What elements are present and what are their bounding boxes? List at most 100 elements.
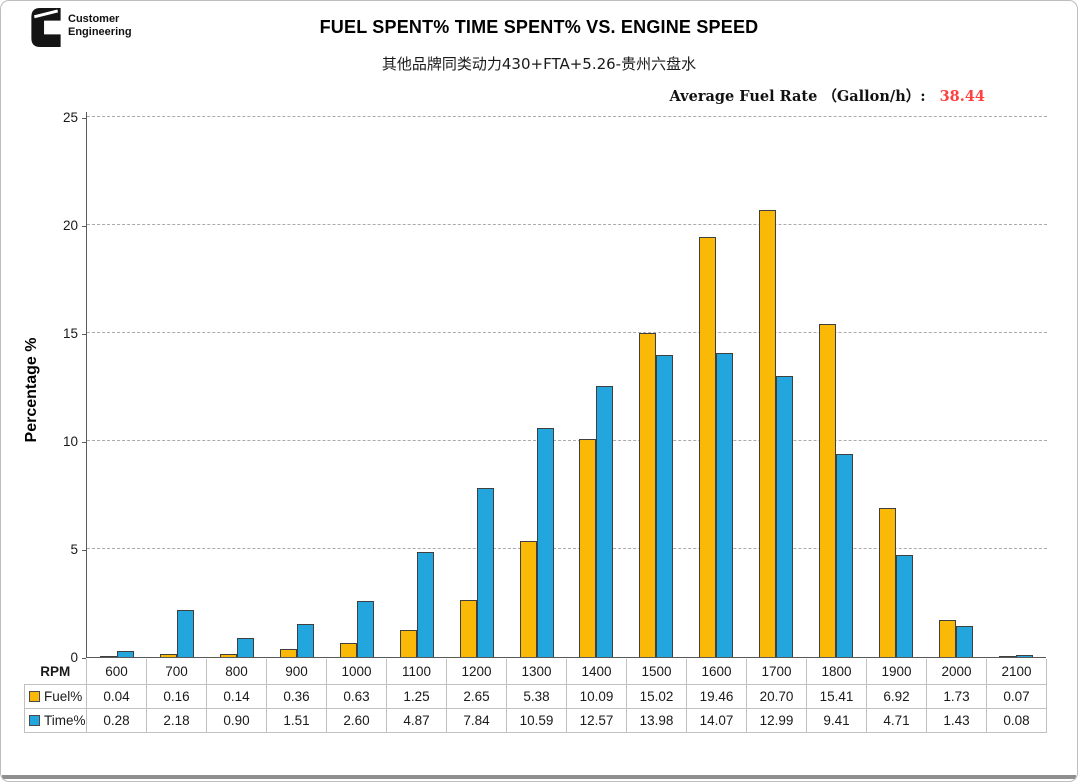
x-category-2000: 2000	[926, 659, 987, 685]
bar-group-1900	[866, 112, 926, 657]
x-category-900: 900	[266, 659, 327, 685]
data-table: RPM 600 700 800 900 1000 1100 1200 1300 1400 1500 1…	[24, 659, 1047, 733]
plot-area	[86, 112, 1047, 658]
value-Time-800: 0.90	[206, 707, 267, 733]
value-Time-1200: 7.84	[446, 707, 507, 733]
x-category-1200: 1200	[446, 659, 507, 685]
bar-Time-1500	[656, 355, 674, 657]
bar-Fuel-700	[159, 653, 177, 657]
x-category-1100: 1100	[386, 659, 447, 685]
bar-Fuel-1200	[459, 599, 477, 657]
bar-Fuel-900	[279, 649, 297, 657]
bar-Time-600	[116, 650, 134, 657]
y-tick-label-10: 10	[62, 434, 78, 449]
average-fuel-rate-label: Average Fuel Rate （Gallon/h）:	[669, 88, 926, 105]
bar-Time-1700	[776, 376, 794, 657]
value-Time-1700: 12.99	[746, 707, 807, 733]
bar-Time-700	[176, 609, 194, 657]
value-Time-700: 2.18	[146, 707, 207, 733]
y-tick-label-20: 20	[62, 218, 78, 233]
bar-Time-1300	[536, 428, 554, 657]
value-Time-1100: 4.87	[386, 707, 447, 733]
bar-Fuel-600	[99, 656, 117, 657]
bottom-edge-bar	[2, 775, 1076, 779]
bar-Time-900	[296, 624, 314, 657]
bar-group-800	[207, 112, 267, 657]
y-tick-label-0: 0	[70, 650, 78, 665]
x-category-1800: 1800	[806, 659, 867, 685]
bar-Time-1400	[596, 385, 614, 657]
table-row-Fuel: Fuel% 0.04 0.16 0.14 0.36 0.63 1.25 2.65 5.38 10.…	[24, 683, 1047, 709]
value-Fuel-2100: 0.07	[986, 683, 1047, 709]
chart-subtitle: 其他品牌同类动力430+FTA+5.26-贵州六盘水	[381, 55, 697, 73]
bar-Fuel-2000	[939, 619, 957, 657]
value-Time-1800: 9.41	[806, 707, 867, 733]
logo-text-line2: Engineering	[68, 26, 132, 38]
gridline-25	[87, 116, 1047, 117]
value-Fuel-1900: 6.92	[866, 683, 927, 709]
bar-Time-1600	[716, 353, 734, 657]
value-Fuel-1500: 15.02	[626, 683, 687, 709]
x-category-1600: 1600	[686, 659, 747, 685]
bar-Fuel-1800	[819, 324, 837, 657]
average-fuel-rate: Average Fuel Rate （Gallon/h）: 38.44	[670, 85, 985, 106]
y-axis-tick-10	[82, 442, 86, 443]
x-category-600: 600	[86, 659, 147, 685]
cummins-c-icon	[31, 8, 61, 47]
value-Time-1500: 13.98	[626, 707, 687, 733]
x-category-800: 800	[206, 659, 267, 685]
y-tick-label-15: 15	[62, 326, 78, 341]
bar-group-1500	[626, 112, 686, 657]
bar-Fuel-1600	[699, 236, 717, 657]
value-Time-1900: 4.71	[866, 707, 927, 733]
bar-Fuel-1100	[399, 630, 417, 657]
bar-group-1300	[507, 112, 567, 657]
cummins-logo: Customer Engineering	[31, 8, 132, 47]
x-category-1500: 1500	[626, 659, 687, 685]
gridline-15	[87, 332, 1047, 333]
value-Fuel-700: 0.16	[146, 683, 207, 709]
legend-swatch-icon	[29, 690, 40, 702]
value-Fuel-1600: 19.46	[686, 683, 747, 709]
gridline-20	[87, 224, 1047, 225]
bar-group-1100	[387, 112, 447, 657]
bar-group-2100	[986, 112, 1046, 657]
bar-Fuel-1500	[639, 332, 657, 657]
legend-Fuel: Fuel%	[24, 683, 87, 709]
bar-Fuel-1000	[339, 643, 357, 657]
value-Fuel-1200: 2.65	[446, 683, 507, 709]
bar-group-1000	[327, 112, 387, 657]
y-tick-label-5: 5	[70, 542, 78, 557]
value-Time-2000: 1.43	[926, 707, 987, 733]
bar-group-1800	[806, 112, 866, 657]
logo-text: Customer Engineering	[68, 13, 132, 39]
bar-Fuel-1300	[519, 540, 537, 657]
bar-Fuel-1700	[759, 209, 777, 657]
value-Fuel-800: 0.14	[206, 683, 267, 709]
value-Fuel-1700: 20.70	[746, 683, 807, 709]
bar-group-900	[267, 112, 327, 657]
y-tick-label-25: 25	[62, 110, 78, 125]
value-Time-2100: 0.08	[986, 707, 1047, 733]
bar-Fuel-1400	[579, 439, 597, 657]
value-Fuel-900: 0.36	[266, 683, 327, 709]
bar-group-600	[87, 112, 147, 657]
y-axis-tick-0	[82, 658, 86, 659]
legend-swatch-icon	[29, 714, 40, 726]
x-category-1000: 1000	[326, 659, 387, 685]
bar-Fuel-800	[219, 653, 237, 657]
bar-Time-1900	[896, 555, 914, 657]
bar-Time-2100	[1016, 655, 1034, 657]
x-category-1400: 1400	[566, 659, 627, 685]
gridline-10	[87, 440, 1047, 441]
logo-text-line1: Customer	[68, 13, 120, 25]
x-category-1300: 1300	[506, 659, 567, 685]
value-Fuel-1400: 10.09	[566, 683, 627, 709]
bar-group-2000	[926, 112, 986, 657]
value-Time-1300: 10.59	[506, 707, 567, 733]
x-category-1700: 1700	[746, 659, 807, 685]
y-axis-tick-20	[82, 226, 86, 227]
average-fuel-rate-value: 38.44	[939, 88, 985, 105]
chart-title: FUEL SPENT% TIME SPENT% VS. ENGINE SPEED	[319, 17, 759, 37]
